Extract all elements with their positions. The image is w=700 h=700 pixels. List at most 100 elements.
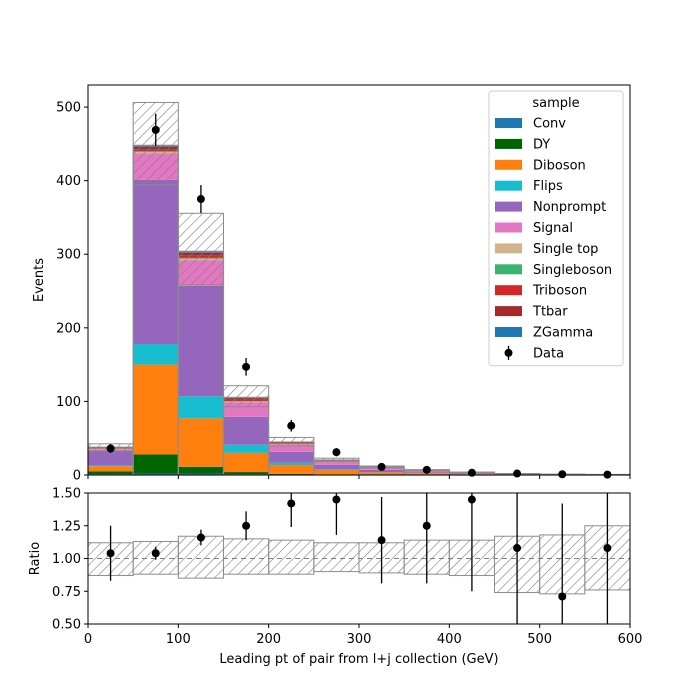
legend-label-0: Conv bbox=[533, 117, 566, 132]
bar-signal-4 bbox=[268, 444, 314, 452]
y-tick-label-0: 0 bbox=[73, 469, 81, 484]
main-panel: 0 100 200 300 400 500 bbox=[56, 84, 631, 484]
legend-label-7: Singleboson bbox=[533, 263, 612, 278]
data-point-1 bbox=[151, 125, 160, 134]
bar-diboson-0 bbox=[88, 466, 134, 472]
bar-nonprompt-3 bbox=[223, 416, 269, 445]
legend-label-1: DY bbox=[533, 137, 550, 152]
legend-swatch-10 bbox=[495, 327, 522, 337]
bar-diboson-2 bbox=[178, 418, 224, 467]
data-point-10 bbox=[558, 470, 567, 479]
uncertainty-band-3 bbox=[223, 385, 270, 408]
legend-swatch-5 bbox=[495, 222, 522, 233]
ratio-point-5 bbox=[332, 495, 341, 504]
data-point-5 bbox=[332, 448, 341, 457]
ratio-point-11 bbox=[603, 544, 612, 553]
y-tick-label-200: 200 bbox=[56, 321, 81, 336]
bar-signal-5 bbox=[313, 461, 359, 465]
uncertainty-band-5 bbox=[313, 457, 360, 462]
bar-flips-5 bbox=[313, 469, 359, 470]
ratio-point-10 bbox=[558, 592, 567, 601]
y-axis-label: Events bbox=[32, 258, 47, 302]
uncertainty-band-4 bbox=[268, 436, 315, 447]
ratio-point-0 bbox=[106, 549, 115, 558]
bar-diboson-4 bbox=[268, 465, 314, 474]
legend-swatch-1 bbox=[495, 138, 522, 149]
bar-flips-0 bbox=[88, 465, 134, 467]
ratio-point-4 bbox=[287, 499, 296, 508]
ratio-band-4 bbox=[268, 539, 315, 575]
bar-dy-4 bbox=[268, 473, 314, 475]
ratio-point-6 bbox=[377, 536, 386, 545]
y-tick-label-300: 300 bbox=[56, 248, 81, 263]
legend-swatch-0 bbox=[495, 118, 522, 128]
ratio-tick-label-1: 0.75 bbox=[52, 585, 81, 600]
legend-box bbox=[488, 90, 624, 367]
bar-diboson-3 bbox=[223, 452, 269, 473]
legend: sample Conv DY Diboson Flips Nonprompt Signal S… bbox=[488, 90, 624, 367]
ratio-band-3 bbox=[223, 538, 270, 575]
x-tick-label-200: 200 bbox=[256, 632, 281, 647]
ratio-tick-label-4: 1.50 bbox=[52, 487, 81, 502]
x-axis-label: Leading pt of pair from l+j collection (… bbox=[219, 652, 498, 667]
bar-flips-4 bbox=[268, 462, 314, 466]
bar-diboson-7 bbox=[404, 473, 450, 475]
data-point-8 bbox=[467, 468, 476, 477]
x-tick-label-0: 0 bbox=[84, 632, 92, 647]
bar-nonprompt-1 bbox=[133, 179, 179, 345]
ratio-point-9 bbox=[513, 544, 522, 553]
uncertainty-band-2 bbox=[177, 212, 224, 286]
x-tick-label-100: 100 bbox=[166, 632, 191, 647]
ratio-point-2 bbox=[196, 533, 205, 542]
legend-label-9: Ttbar bbox=[532, 305, 568, 320]
x-tick-label-300: 300 bbox=[347, 632, 372, 647]
legend-swatch-7 bbox=[495, 264, 522, 275]
y-tick-label-400: 400 bbox=[56, 174, 81, 189]
ratio-y-axis-label: Ratio bbox=[28, 542, 43, 575]
legend-label-6: Single top bbox=[533, 242, 598, 257]
legend-swatch-4 bbox=[495, 201, 522, 212]
x-tick-label-600: 600 bbox=[618, 632, 643, 647]
ratio-panel: 0.50 0.75 1.00 1.25 1.50 0 100 200 300 400 500 600 bbox=[52, 487, 643, 648]
data-point-2 bbox=[196, 195, 205, 204]
ratio-point-1 bbox=[151, 549, 160, 558]
ratio-point-8 bbox=[467, 495, 476, 504]
legend-label-4: Nonprompt bbox=[533, 200, 606, 215]
legend-label-8: Triboson bbox=[532, 284, 587, 299]
ratio-tick-label-3: 1.25 bbox=[52, 519, 81, 534]
legend-title: sample bbox=[532, 96, 579, 111]
y-tick-label-100: 100 bbox=[56, 395, 81, 410]
legend-swatch-8 bbox=[495, 285, 522, 296]
bar-diboson-5 bbox=[313, 469, 359, 475]
legend-swatch-2 bbox=[495, 159, 522, 170]
ratio-points bbox=[106, 493, 612, 624]
bar-diboson-1 bbox=[133, 364, 179, 455]
ratio-point-3 bbox=[242, 521, 251, 530]
ratio-point-7 bbox=[422, 521, 431, 530]
data-point-6 bbox=[377, 462, 386, 471]
legend-label-data: Data bbox=[533, 346, 564, 361]
data-point-0 bbox=[106, 444, 115, 453]
bar-dy-1 bbox=[133, 454, 179, 474]
bar-conv-1 bbox=[133, 473, 179, 475]
data-point-4 bbox=[287, 421, 296, 430]
x-tick-label-400: 400 bbox=[437, 632, 462, 647]
data-point-7 bbox=[422, 465, 431, 474]
bar-nonprompt-6 bbox=[359, 469, 405, 473]
legend-swatch-3 bbox=[495, 180, 522, 191]
bar-flips-3 bbox=[223, 444, 269, 453]
y-tick-label-500: 500 bbox=[56, 101, 81, 116]
bar-nonprompt-4 bbox=[268, 451, 314, 463]
legend-label-5: Signal bbox=[533, 221, 573, 236]
legend-data-marker bbox=[504, 348, 513, 357]
data-point-9 bbox=[513, 469, 522, 478]
legend-swatch-6 bbox=[495, 243, 522, 254]
data-point-3 bbox=[242, 362, 251, 371]
legend-label-3: Flips bbox=[533, 179, 563, 194]
bar-nonprompt-0 bbox=[88, 450, 134, 466]
bar-conv-2 bbox=[178, 473, 224, 475]
bar-dy-3 bbox=[223, 472, 269, 475]
legend-label-10: ZGamma bbox=[533, 326, 593, 341]
bar-nonprompt-2 bbox=[178, 285, 224, 397]
